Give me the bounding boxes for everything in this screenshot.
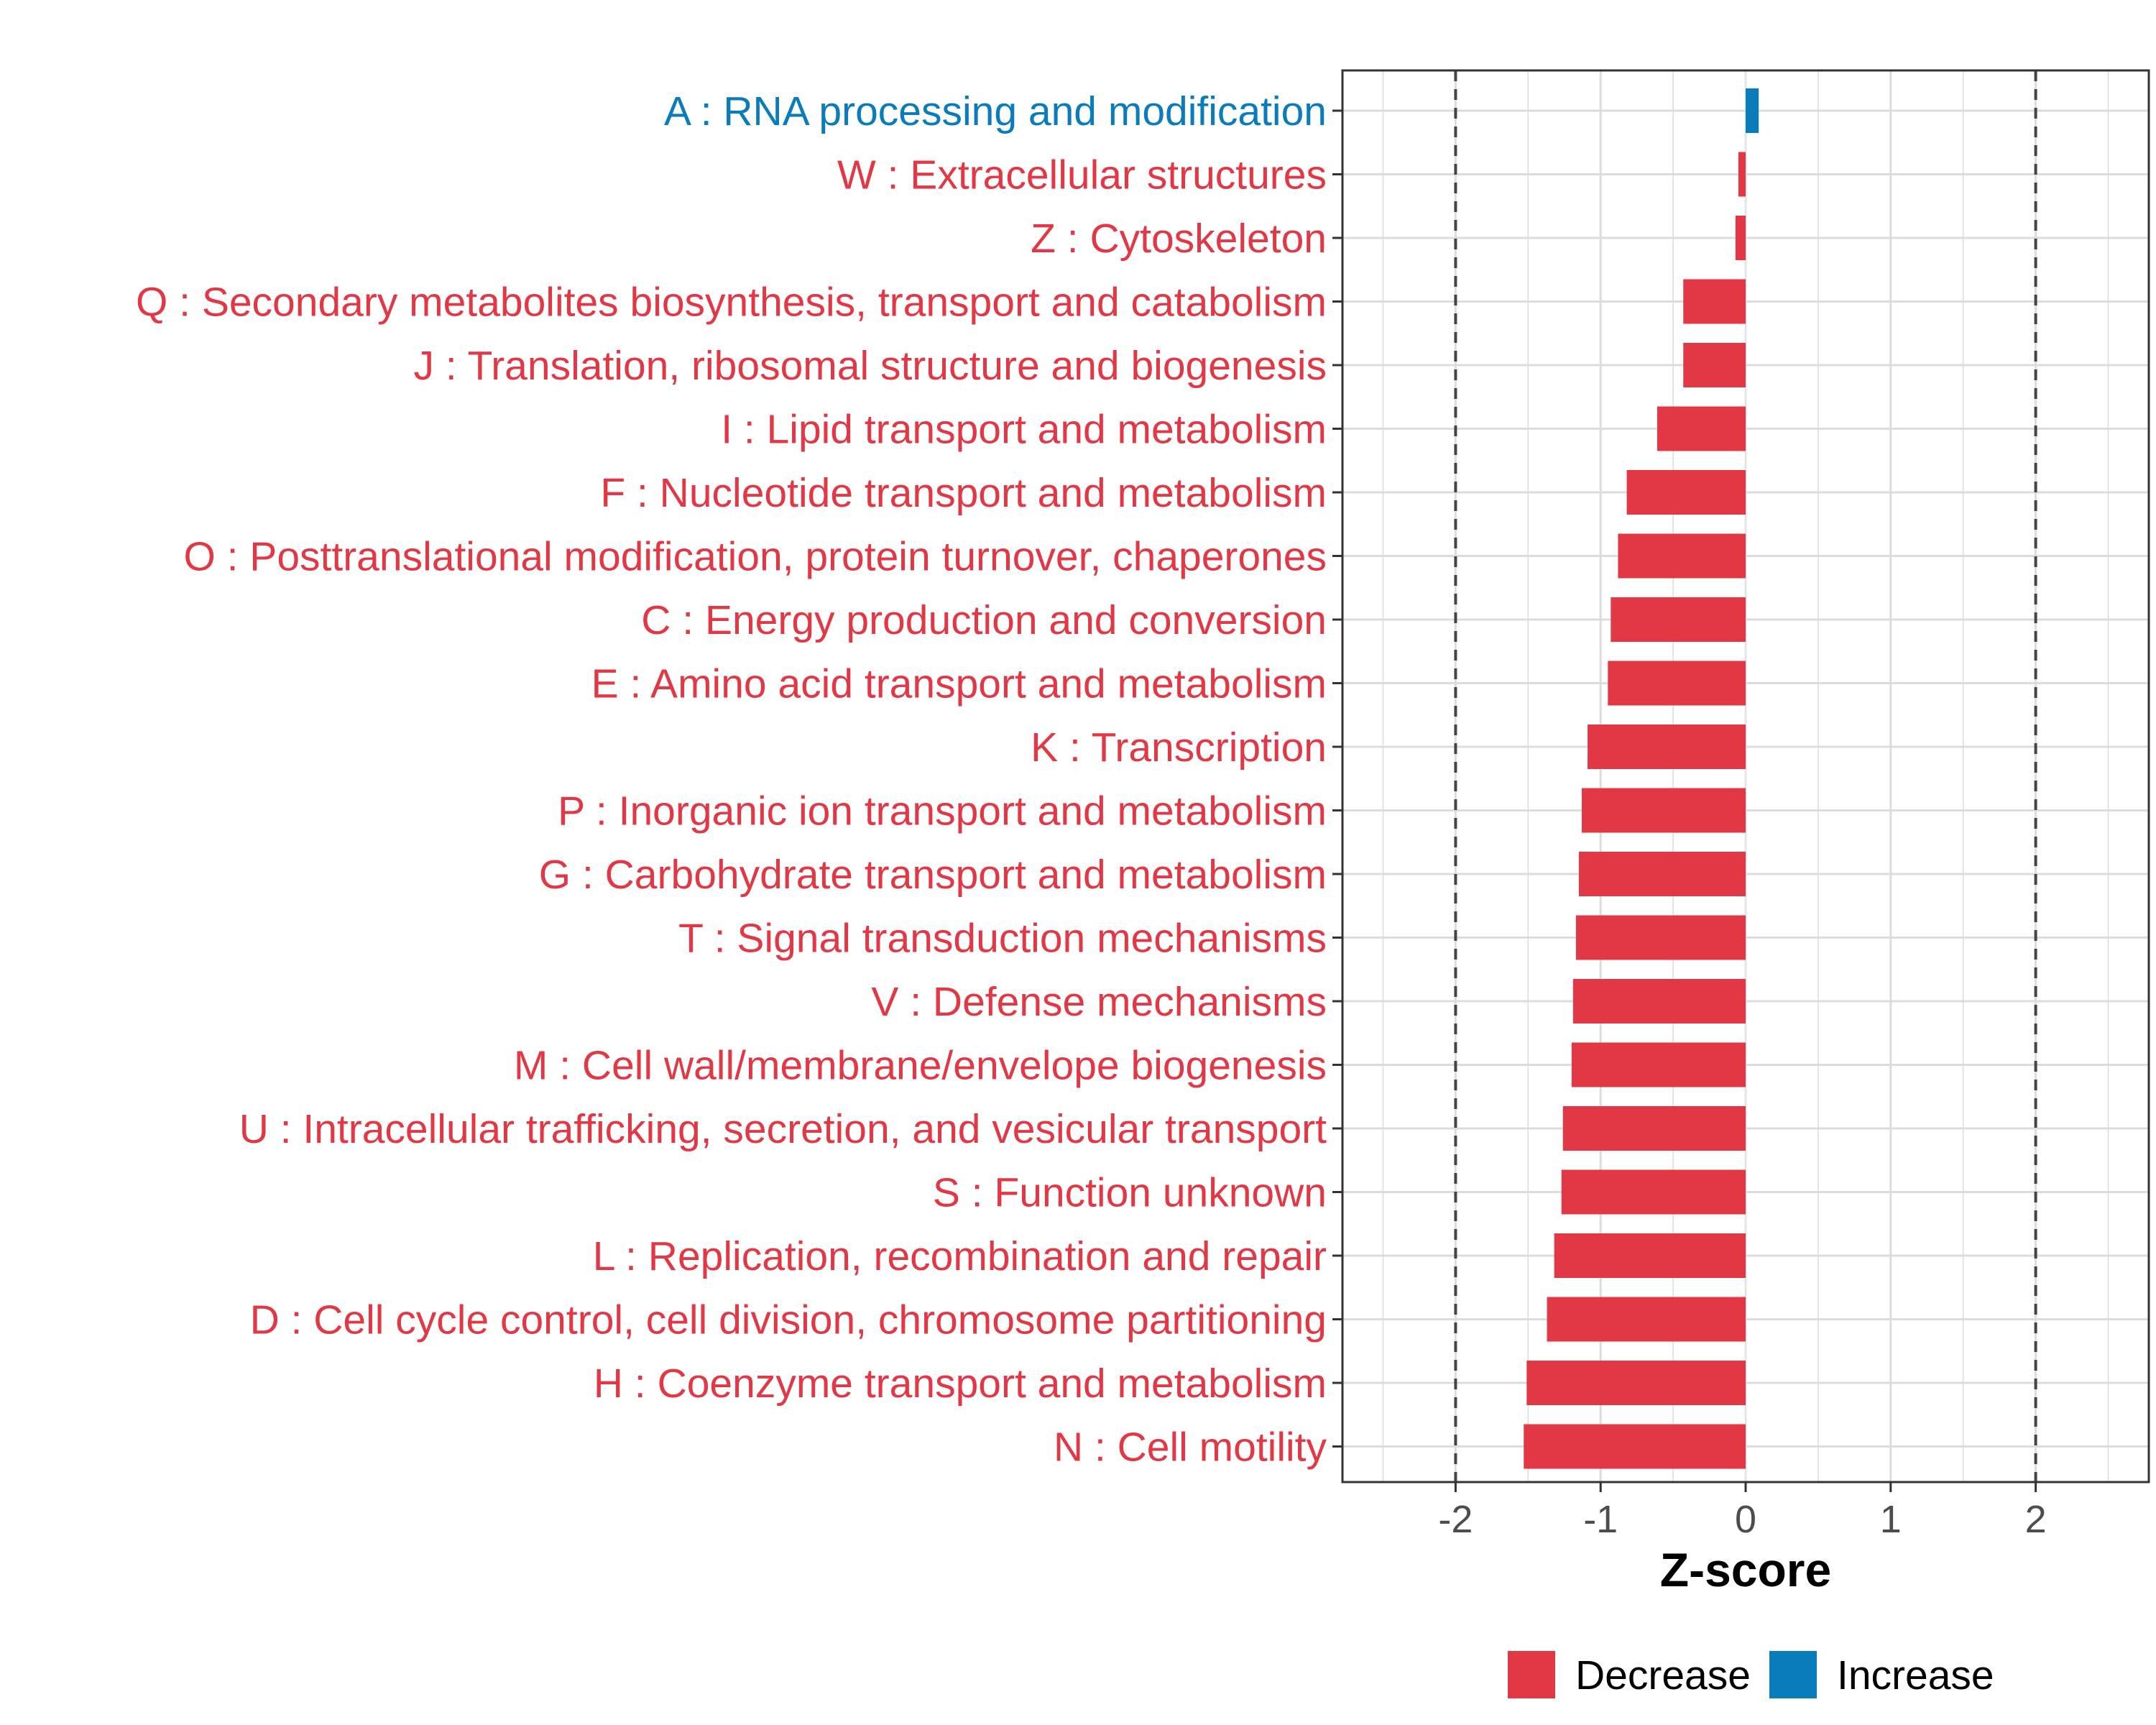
bar[interactable] — [1683, 343, 1746, 387]
legend: Decrease Increase — [1508, 1651, 1994, 1698]
bar[interactable] — [1618, 533, 1746, 579]
legend-key-decrease — [1508, 1651, 1555, 1698]
bar[interactable] — [1683, 279, 1746, 324]
bar[interactable] — [1657, 406, 1746, 451]
category-label: N : Cell motility — [1054, 1425, 1327, 1471]
category-label: V : Defense mechanisms — [871, 979, 1327, 1025]
bar[interactable] — [1588, 724, 1746, 769]
bar[interactable] — [1554, 1233, 1746, 1278]
bar[interactable] — [1547, 1297, 1746, 1342]
category-label: A : RNA processing and modification — [664, 88, 1327, 134]
category-label: S : Function unknown — [933, 1170, 1327, 1216]
category-label: Z : Cytoskeleton — [1031, 216, 1327, 262]
bar[interactable] — [1738, 152, 1746, 197]
bar-layer — [1524, 88, 1759, 1469]
bar[interactable] — [1526, 1361, 1746, 1405]
category-label: I : Lipid transport and metabolism — [721, 407, 1327, 453]
category-label: F : Nucleotide transport and metabolism — [600, 470, 1327, 516]
category-label: H : Coenzyme transport and metabolism — [594, 1361, 1327, 1407]
x-tick-label: -2 — [1438, 1498, 1473, 1541]
bar[interactable] — [1572, 979, 1746, 1024]
bar[interactable] — [1581, 788, 1746, 833]
bar[interactable] — [1575, 915, 1746, 960]
x-tick-label: 2 — [2025, 1498, 2047, 1541]
y-axis: A : RNA processing and modification W : E… — [136, 88, 1342, 1471]
bar[interactable] — [1626, 470, 1746, 515]
category-label: Q : Secondary metabolites biosynthesis, … — [136, 280, 1327, 326]
legend-key-increase — [1769, 1651, 1817, 1698]
category-label: C : Energy production and conversion — [641, 597, 1327, 643]
category-label: E : Amino acid transport and metabolism — [591, 661, 1327, 707]
category-label: D : Cell cycle control, cell division, c… — [250, 1297, 1327, 1343]
bar[interactable] — [1561, 1169, 1746, 1215]
bar[interactable] — [1571, 1042, 1746, 1087]
category-label: U : Intracellular trafficking, secretion… — [239, 1106, 1327, 1152]
bar[interactable] — [1611, 597, 1746, 642]
x-axis-title: Z-score — [1660, 1543, 1831, 1596]
legend-label-increase: Increase — [1837, 1652, 1994, 1698]
category-label: O : Posttranslational modification, prot… — [183, 534, 1327, 580]
category-label: K : Transcription — [1031, 724, 1327, 770]
legend-label-decrease: Decrease — [1575, 1652, 1751, 1698]
bar[interactable] — [1735, 216, 1746, 260]
bar[interactable] — [1578, 852, 1746, 896]
x-tick-label: -1 — [1583, 1498, 1618, 1541]
category-label: W : Extracellular structures — [837, 152, 1327, 198]
bar[interactable] — [1524, 1424, 1746, 1469]
category-label: T : Signal transduction mechanisms — [678, 916, 1327, 962]
category-label: P : Inorganic ion transport and metaboli… — [558, 788, 1327, 834]
category-label: L : Replication, recombination and repai… — [593, 1233, 1327, 1279]
category-label: G : Carbohydrate transport and metabolis… — [539, 852, 1327, 898]
bar[interactable] — [1562, 1106, 1746, 1151]
category-label: M : Cell wall/membrane/envelope biogenes… — [514, 1043, 1327, 1089]
category-label: J : Translation, ribosomal structure and… — [414, 343, 1327, 389]
bar[interactable] — [1608, 661, 1746, 706]
bar[interactable] — [1746, 88, 1759, 133]
x-tick-label: 1 — [1880, 1498, 1902, 1541]
x-axis: -2 -1 0 1 2 — [1438, 1482, 2047, 1541]
x-tick-label: 0 — [1735, 1498, 1756, 1541]
